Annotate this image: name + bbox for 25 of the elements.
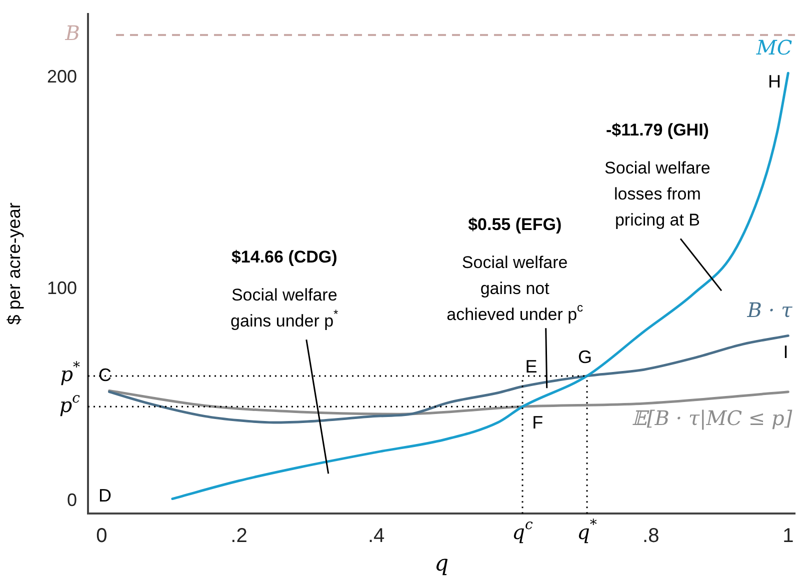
annotation: G: [578, 347, 592, 368]
annotation: E: [525, 356, 538, 377]
series-label: 𝔼[B · τ|MC ≤ p]: [632, 406, 792, 430]
x-tick-label: 0: [96, 525, 108, 548]
y-tick-label: 0: [66, 490, 77, 510]
y-tick-label: 200: [46, 66, 77, 86]
x-tick-label: .4: [368, 525, 385, 548]
annotation: H: [768, 72, 781, 92]
x-axis-title: q: [434, 552, 449, 577]
annotation: I: [783, 342, 788, 362]
ref-line-label: B: [64, 21, 80, 46]
x-tick-label: .2: [230, 525, 248, 548]
annotation: $14.66 (CDG) Social welfare gains under p*: [230, 247, 339, 330]
annotation: F: [532, 412, 544, 433]
series-label: MC: [755, 35, 792, 60]
annotation: -$11.79 (GHI) Social welfare losses from pricing at B: [604, 120, 710, 230]
series-label: B · τ: [746, 298, 794, 322]
x-tick-label: 1: [782, 525, 794, 548]
ref-line-label: p*: [60, 360, 80, 386]
annotation: C: [98, 365, 112, 386]
y-axis-title: $ per acre-year: [4, 202, 24, 325]
y-tick-label: 100: [46, 278, 77, 298]
ref-line-label: q*: [577, 517, 597, 544]
annotation: D: [98, 486, 112, 506]
x-tick-label: .8: [642, 525, 660, 548]
